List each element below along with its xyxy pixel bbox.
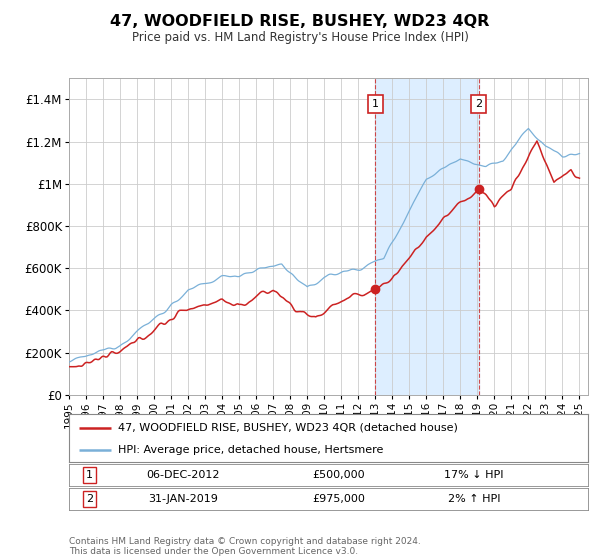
Text: 47, WOODFIELD RISE, BUSHEY, WD23 4QR: 47, WOODFIELD RISE, BUSHEY, WD23 4QR	[110, 14, 490, 29]
Bar	[375, 78, 479, 395]
Text: Contains HM Land Registry data © Crown copyright and database right 2024.
This d: Contains HM Land Registry data © Crown c…	[69, 537, 421, 557]
Text: 2% ↑ HPI: 2% ↑ HPI	[448, 494, 500, 504]
Text: 47, WOODFIELD RISE, BUSHEY, WD23 4QR (detached house): 47, WOODFIELD RISE, BUSHEY, WD23 4QR (de…	[118, 423, 458, 433]
Text: 1: 1	[372, 99, 379, 109]
Text: £975,000: £975,000	[313, 494, 365, 504]
Text: 2: 2	[86, 494, 94, 504]
Text: 1: 1	[86, 470, 93, 480]
Text: 06-DEC-2012: 06-DEC-2012	[146, 470, 220, 480]
Text: Price paid vs. HM Land Registry's House Price Index (HPI): Price paid vs. HM Land Registry's House …	[131, 31, 469, 44]
Text: 17% ↓ HPI: 17% ↓ HPI	[444, 470, 503, 480]
Text: £500,000: £500,000	[313, 470, 365, 480]
Text: 31-JAN-2019: 31-JAN-2019	[148, 494, 218, 504]
Text: HPI: Average price, detached house, Hertsmere: HPI: Average price, detached house, Hert…	[118, 445, 383, 455]
Text: 2: 2	[475, 99, 482, 109]
